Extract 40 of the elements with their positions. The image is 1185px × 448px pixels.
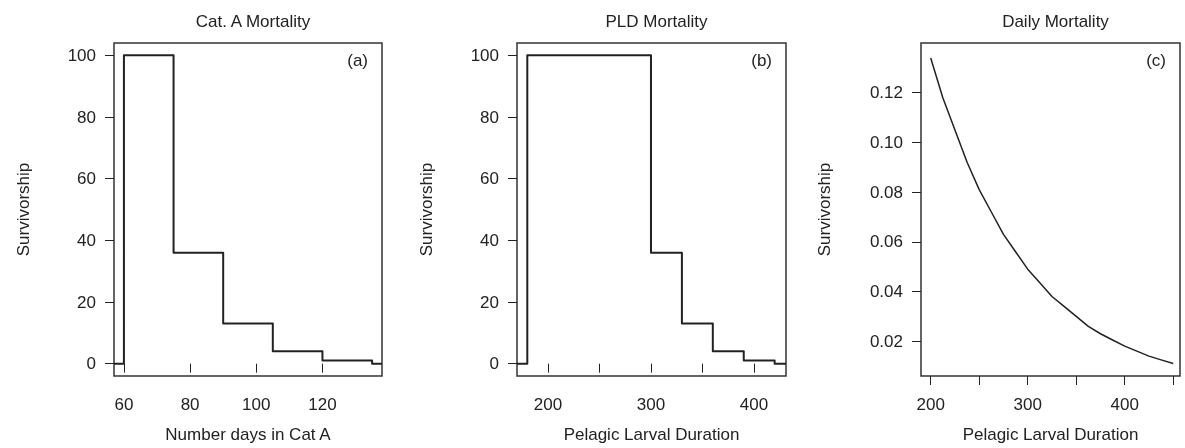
x-tick-label: 100 [242, 395, 271, 414]
y-axis-title: Survivorship [815, 162, 834, 257]
x-tick-label: 400 [739, 395, 769, 414]
y-tick-label: 0.06 [869, 232, 903, 252]
annotation: (c) [1146, 51, 1167, 70]
y-tick-label: 0.02 [869, 331, 903, 351]
y-tick-label: 0 [86, 354, 96, 374]
annotation: (b) [751, 51, 772, 70]
x-tick-label: 80 [180, 395, 200, 414]
x-tick-label: 300 [1013, 395, 1042, 414]
chart-title: Cat. A Mortality [195, 12, 311, 31]
y-tick-label: 0.04 [869, 282, 903, 302]
y-tick-label: 20 [77, 292, 96, 312]
x-axis-title: Pelagic Larval Duration [962, 425, 1139, 444]
y-tick-label: 100 [67, 45, 96, 65]
annotation: (a) [347, 51, 368, 70]
x-tick-label: 200 [533, 395, 563, 414]
y-tick-label: 40 [480, 230, 499, 250]
y-tick-label: 0.12 [869, 83, 903, 103]
y-tick-label: 60 [77, 169, 96, 189]
y-tick-label: 20 [480, 292, 499, 312]
x-tick-label: 120 [308, 395, 337, 414]
x-tick-label: 300 [636, 395, 666, 414]
y-tick-label: 0.10 [869, 132, 903, 152]
x-axis-title: Pelagic Larval Duration [563, 425, 740, 444]
x-axis-title: Number days in Cat A [165, 425, 332, 444]
chart-title: Daily Mortality [1002, 12, 1110, 31]
y-axis-title: Survivorship [417, 162, 436, 257]
y-tick-label: 40 [77, 230, 96, 250]
y-tick-label: 0 [489, 354, 499, 374]
x-tick-label: 400 [1110, 395, 1139, 414]
x-tick-label: 60 [114, 395, 134, 414]
y-tick-label: 100 [470, 45, 499, 65]
x-tick-label: 200 [916, 395, 945, 414]
y-axis-title: Survivorship [14, 162, 33, 257]
y-tick-label: 80 [77, 107, 96, 127]
chart-title: PLD Mortality [605, 12, 709, 31]
y-tick-label: 0.08 [869, 182, 903, 202]
y-tick-label: 60 [480, 169, 499, 189]
y-tick-label: 80 [480, 107, 499, 127]
